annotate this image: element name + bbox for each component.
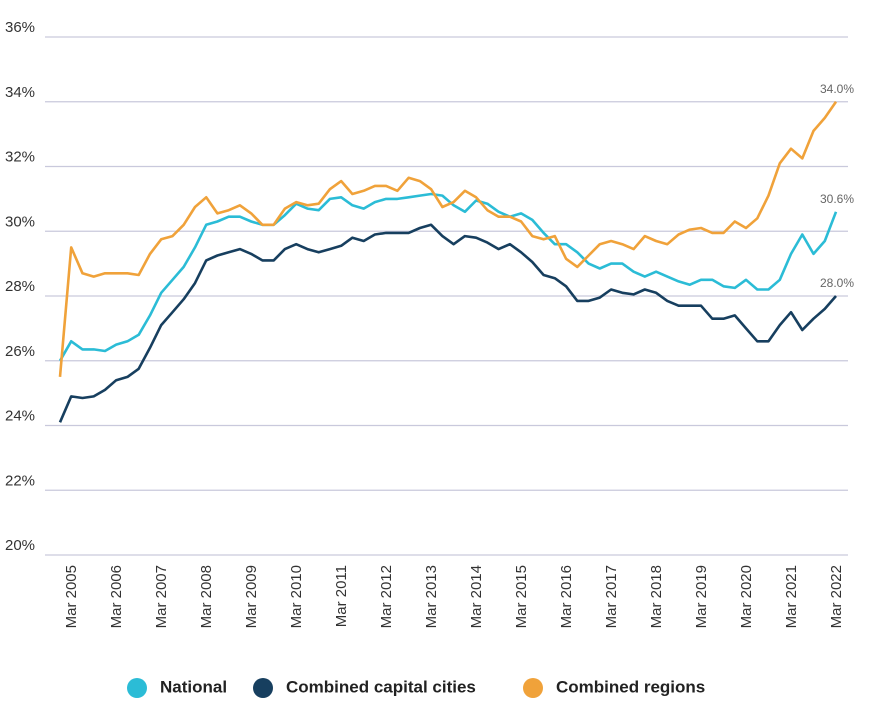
series-line <box>58 101 838 378</box>
legend-label: Combined regions <box>556 677 705 696</box>
y-tick-label: 30% <box>5 213 35 230</box>
x-tick-label: Mar 2022 <box>828 565 845 628</box>
y-tick-label: 28% <box>5 278 35 295</box>
x-tick-label: Mar 2006 <box>108 565 125 628</box>
value-label: 28.0% <box>820 276 854 290</box>
x-tick-label: Mar 2017 <box>603 565 620 628</box>
x-tick-label: Mar 2014 <box>468 565 485 628</box>
y-tick-label: 24% <box>5 408 35 425</box>
value-label: 30.6% <box>820 192 854 206</box>
y-tick-label: 36% <box>5 19 35 36</box>
y-tick-label: 22% <box>5 472 35 489</box>
x-tick-label: Mar 2011 <box>333 565 350 627</box>
legend-swatch <box>127 678 147 698</box>
x-tick-label: Mar 2019 <box>693 565 710 628</box>
x-tick-label: Mar 2005 <box>63 565 80 628</box>
x-tick-label: Mar 2018 <box>648 565 665 628</box>
x-tick-label: Mar 2008 <box>198 565 215 628</box>
y-tick-label: 34% <box>5 84 35 101</box>
legend-swatch <box>523 678 543 698</box>
value-label: 34.0% <box>820 82 854 96</box>
x-tick-label: Mar 2009 <box>243 565 260 628</box>
x-tick-label: Mar 2015 <box>513 565 530 628</box>
series-line <box>58 192 838 362</box>
x-tick-label: Mar 2007 <box>153 565 170 628</box>
y-tick-label: 32% <box>5 149 35 166</box>
legend-label: National <box>160 677 227 696</box>
x-tick-label: Mar 2016 <box>558 565 575 628</box>
x-tick-label: Mar 2020 <box>738 565 755 628</box>
legend-label: Combined capital cities <box>286 677 476 696</box>
series-line <box>58 223 837 423</box>
x-tick-label: Mar 2010 <box>288 565 305 628</box>
x-tick-label: Mar 2013 <box>423 565 440 628</box>
y-tick-label: 20% <box>5 537 35 554</box>
legend-swatch <box>253 678 273 698</box>
x-tick-label: Mar 2021 <box>783 565 800 628</box>
y-tick-label: 26% <box>5 343 35 360</box>
x-tick-label: Mar 2012 <box>378 565 395 628</box>
